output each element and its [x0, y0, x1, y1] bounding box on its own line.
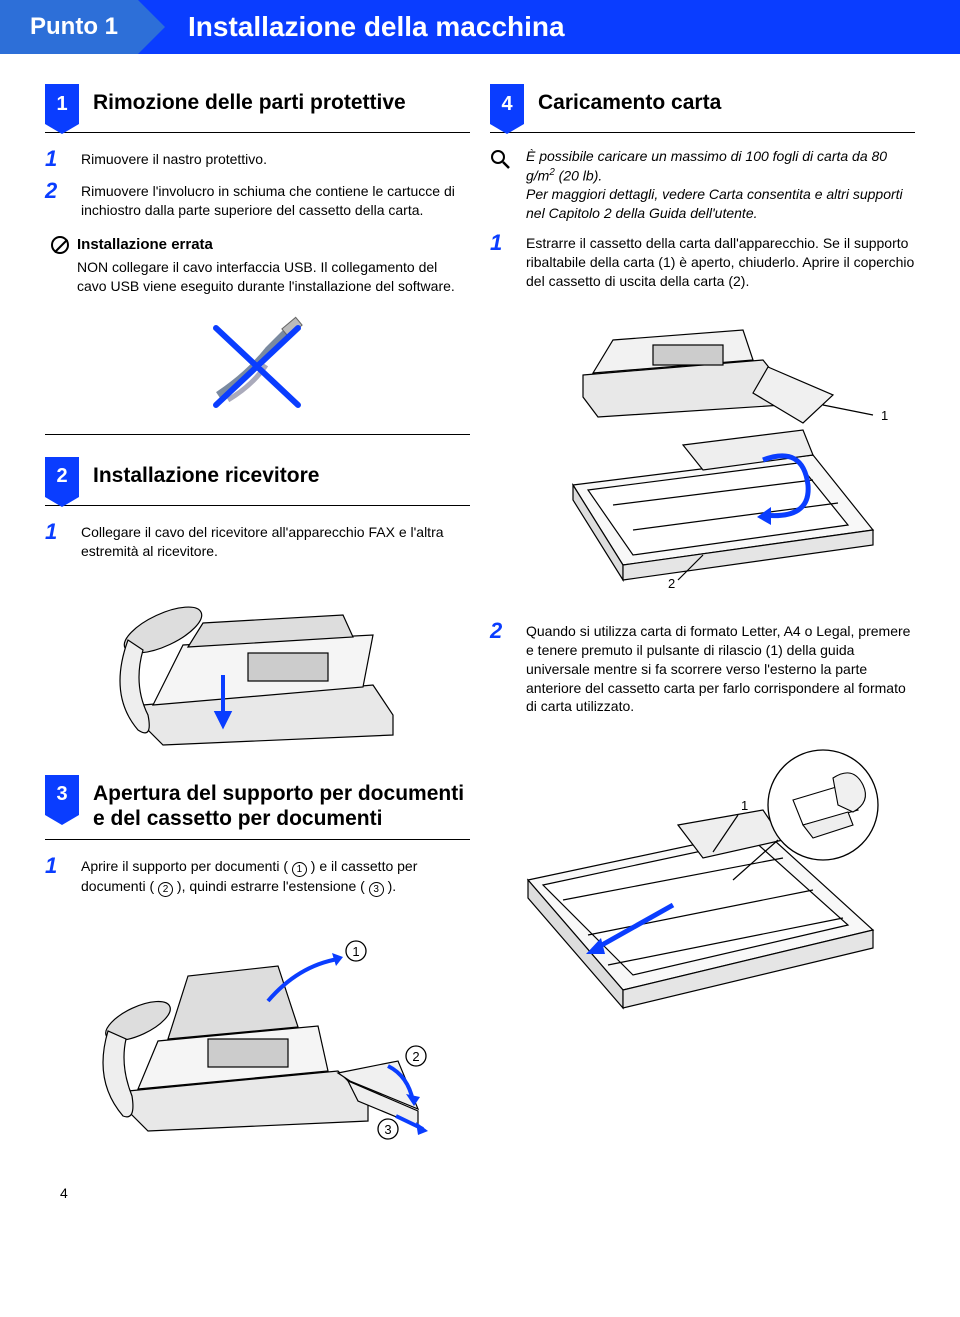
section-1-num: 1: [45, 84, 79, 124]
step-text: Aprire il supporto per documenti ( 1 ) e…: [81, 854, 470, 898]
section-2-title: Installazione ricevitore: [93, 457, 319, 488]
section-4-title: Caricamento carta: [538, 84, 721, 115]
step-num: 2: [45, 179, 69, 220]
note-text: È possibile caricare un massimo di 100 f…: [526, 147, 915, 223]
step-text: Collegare il cavo del ricevitore all'app…: [81, 520, 470, 561]
step-text: Rimuovere il nastro protettivo.: [81, 147, 267, 171]
s1-step-1: 1 Rimuovere il nastro protettivo.: [45, 147, 470, 171]
circled-3-icon: 3: [369, 882, 384, 897]
section-3-head: 3 Apertura del supporto per documenti e …: [45, 775, 470, 840]
section-2-head: 2 Installazione ricevitore: [45, 457, 470, 506]
header-step-badge: Punto 1: [0, 0, 138, 54]
circled-1-icon: 1: [292, 862, 307, 877]
paper-tray-1-illustration: 1 2: [490, 305, 915, 605]
s2-step-1: 1 Collegare il cavo del ricevitore all'a…: [45, 520, 470, 561]
section-2-num: 2: [45, 457, 79, 497]
right-column: 4 Caricamento carta È possibile caricare…: [490, 84, 915, 1155]
s3-step-1: 1 Aprire il supporto per documenti ( 1 )…: [45, 854, 470, 898]
step-num: 1: [490, 231, 514, 291]
step-text: Estrarre il cassetto della carta dall'ap…: [526, 231, 915, 291]
warning-title: Installazione errata: [77, 236, 213, 253]
s4-step-1: 1 Estrarre il cassetto della carta dall'…: [490, 231, 915, 291]
section-1-head: 1 Rimozione delle parti protettive: [45, 84, 470, 133]
document-support-illustration: 1 2 3: [45, 911, 470, 1141]
section-4-num: 4: [490, 84, 524, 124]
s4-step-2: 2 Quando si utilizza carta di formato Le…: [490, 619, 915, 716]
warning-head: Installazione errata: [51, 236, 470, 254]
s4-note: È possibile caricare un massimo di 100 f…: [490, 147, 915, 223]
header-title: Installazione della macchina: [138, 0, 960, 54]
content-columns: 1 Rimozione delle parti protettive 1 Rim…: [0, 54, 960, 1175]
callout-1: 1: [741, 798, 748, 813]
section-1-title: Rimozione delle parti protettive: [93, 84, 406, 115]
fax-receiver-illustration: [45, 575, 470, 755]
step-text: Quando si utilizza carta di formato Lett…: [526, 619, 915, 716]
svg-text:1: 1: [352, 944, 359, 959]
svg-text:2: 2: [412, 1049, 419, 1064]
warning-box: Installazione errata NON collegare il ca…: [51, 236, 470, 296]
step-num: 1: [45, 147, 69, 171]
left-column: 1 Rimozione delle parti protettive 1 Rim…: [45, 84, 470, 1155]
circled-2-icon: 2: [158, 882, 173, 897]
svg-text:3: 3: [384, 1122, 391, 1137]
step-num: 2: [490, 619, 514, 716]
step-num: 1: [45, 520, 69, 561]
warning-body: NON collegare il cavo interfaccia USB. I…: [77, 258, 470, 296]
callout-1: 1: [881, 408, 888, 423]
header-bar: Punto 1 Installazione della macchina: [0, 0, 960, 54]
step-num: 1: [45, 854, 69, 898]
section-3-title: Apertura del supporto per documenti e de…: [93, 775, 470, 831]
usb-cable-x-illustration: [45, 310, 470, 420]
step-text: Rimuovere l'involucro in schiuma che con…: [81, 179, 470, 220]
section-3-num: 3: [45, 775, 79, 815]
paper-tray-2-illustration: 1: [490, 730, 915, 1030]
prohibit-icon: [51, 236, 69, 254]
callout-2: 2: [668, 576, 675, 591]
section-4-head: 4 Caricamento carta: [490, 84, 915, 133]
s1-step-2: 2 Rimuovere l'involucro in schiuma che c…: [45, 179, 470, 220]
page-number: 4: [0, 1175, 960, 1221]
magnifier-icon: [490, 147, 514, 223]
